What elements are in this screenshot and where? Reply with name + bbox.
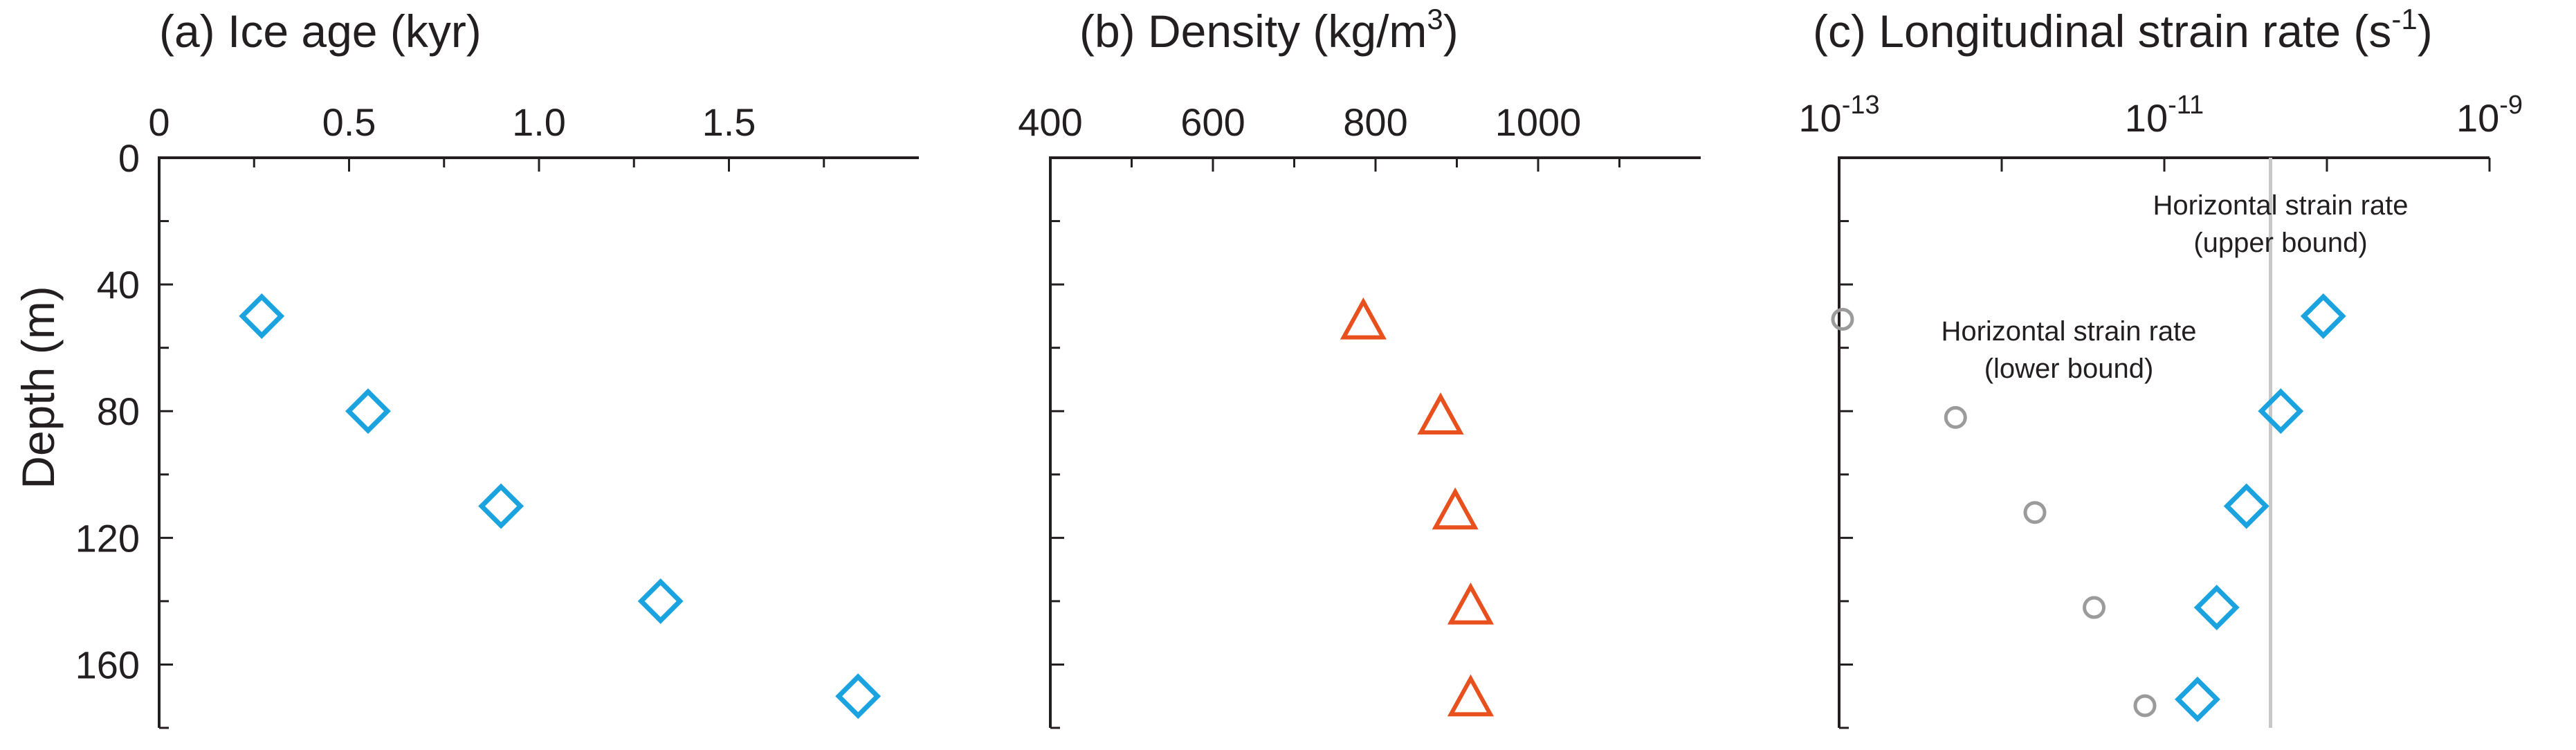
lower-bound-annotation: Horizontal strain rate — [1941, 316, 2196, 347]
panel-c-title: (c) Longitudinal strain rate (s-1) — [1813, 3, 2433, 57]
panel-b-triangle-point — [1417, 392, 1464, 435]
x-tick-label: 10-9 — [2456, 91, 2523, 140]
x-tick-label: 600 — [1180, 100, 1245, 144]
y-tick-label: 80 — [97, 390, 140, 433]
x-tick-label: 1.5 — [702, 100, 756, 144]
panel-b-triangle-point — [1340, 297, 1387, 340]
y-tick-label: 40 — [97, 263, 140, 307]
panel-a-diamond-point — [239, 293, 285, 339]
upper-bound-annotation: (upper bound) — [2193, 228, 2367, 258]
panel-c-title-superscript: -1 — [2391, 3, 2417, 35]
y-axis-label: Depth (m) — [12, 286, 64, 488]
panel-c-circle-point — [1944, 405, 1967, 429]
panel-a-diamond-point — [637, 578, 684, 624]
x-tick-label: 400 — [1018, 100, 1082, 144]
panel-a-diamond-point — [345, 388, 391, 435]
panel-c-circle-point — [2083, 596, 2106, 619]
panel-c-diamond-point — [2300, 293, 2346, 339]
lower-bound-annotation: (lower bound) — [1984, 354, 2154, 384]
y-tick-label: 0 — [118, 136, 140, 180]
panel-a-diamond-point — [478, 483, 524, 529]
panel-a-title: (a) Ice age (kyr) — [159, 6, 482, 57]
y-tick-label: 160 — [75, 643, 140, 686]
upper-bound-annotation: Horizontal strain rate — [2153, 190, 2408, 221]
panel-c-circle-point — [1831, 307, 1854, 331]
panel-c-diamond-point — [2223, 483, 2269, 529]
panel-b-triangle-point — [1447, 582, 1495, 625]
panel-c-circle-point — [2133, 694, 2157, 717]
panel-c-diamond-point — [2193, 585, 2240, 630]
panel-a: 0 40 80 120 160 0 0.5 1.0 1.5 — [75, 100, 919, 729]
panel-b-triangle-point — [1447, 674, 1495, 717]
x-tick-label: 800 — [1343, 100, 1407, 144]
x-tick-label: 10-13 — [1798, 91, 1879, 140]
x-tick-label: 1.0 — [512, 100, 566, 144]
panel-b-title: (b) Density (kg/m3) — [1079, 3, 1459, 57]
panel-b: 400 600 800 1000 — [1018, 100, 1701, 729]
panel-a-diamond-point — [835, 673, 881, 720]
panel-c-circle-point — [2023, 501, 2047, 524]
x-tick-label: 10-11 — [2125, 91, 2204, 140]
y-tick-label: 120 — [75, 516, 140, 560]
panel-b-triangle-point — [1432, 487, 1479, 530]
x-tick-label: 1000 — [1495, 100, 1582, 144]
x-tick-label: 0.5 — [322, 100, 376, 144]
x-tick-label: 0 — [148, 100, 170, 144]
panel-b-title-superscript: 3 — [1427, 3, 1443, 35]
panel-c: 10-13 10-11 10-9 Horizontal strain rate (upp… — [1798, 91, 2523, 729]
panel-c-diamond-point — [2258, 388, 2304, 435]
panel-c-diamond-point — [2175, 676, 2220, 722]
